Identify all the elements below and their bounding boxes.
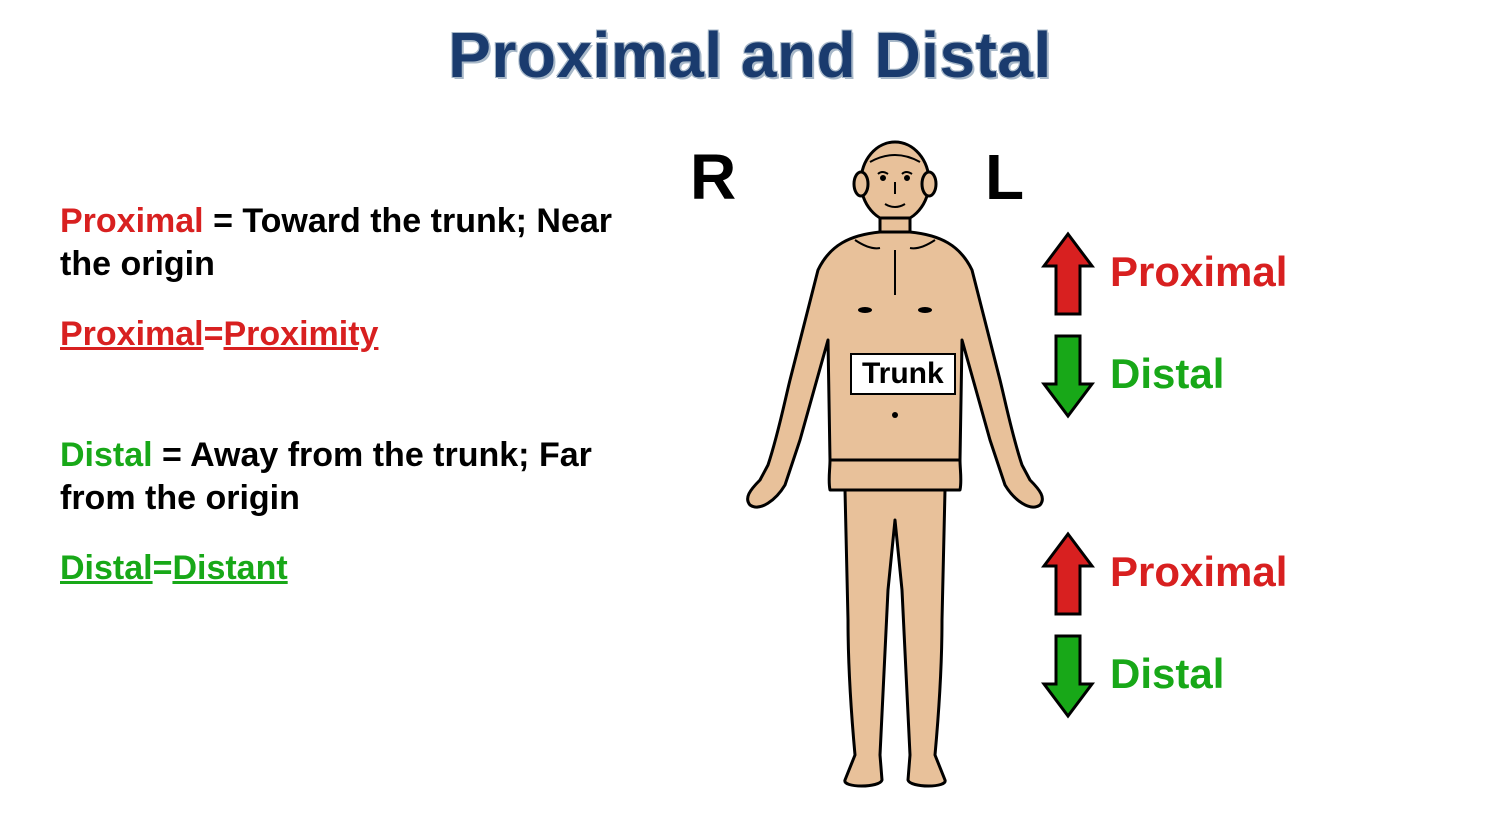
arm-proximal-arrow-icon [1040, 230, 1096, 320]
distal-term: Distal [60, 436, 153, 474]
distal-mnem-left: Distal [60, 549, 153, 587]
distal-mnemonic: Distal = Distant [60, 549, 640, 588]
proximal-definition: Proximal = Toward the trunk; Near the or… [60, 200, 640, 285]
leg-distal-label: Distal [1110, 650, 1224, 698]
leg-distal-arrow-icon [1040, 630, 1096, 720]
leg-proximal-label: Proximal [1110, 548, 1287, 596]
distal-mnem-eq: = [153, 549, 173, 588]
trunk-label: Trunk [850, 353, 956, 395]
arm-proximal-label: Proximal [1110, 248, 1287, 296]
figure-panel: R L [680, 130, 1460, 800]
proximal-mnem-right: Proximity [223, 315, 378, 353]
human-body-icon [730, 140, 1060, 790]
page-title: Proximal and Distal [0, 18, 1500, 92]
distal-mnem-right: Distant [172, 549, 287, 587]
proximal-mnem-eq: = [204, 315, 224, 354]
proximal-mnemonic: Proximal = Proximity [60, 315, 640, 354]
distal-definition: Distal = Away from the trunk; Far from t… [60, 434, 640, 519]
definitions-panel: Proximal = Toward the trunk; Near the or… [60, 200, 640, 668]
arm-distal-label: Distal [1110, 350, 1224, 398]
arm-distal-arrow-icon [1040, 330, 1096, 420]
proximal-mnem-left: Proximal [60, 315, 204, 353]
proximal-term: Proximal [60, 202, 204, 240]
title-text: Proximal and Distal [448, 19, 1051, 91]
leg-proximal-arrow-icon [1040, 530, 1096, 620]
